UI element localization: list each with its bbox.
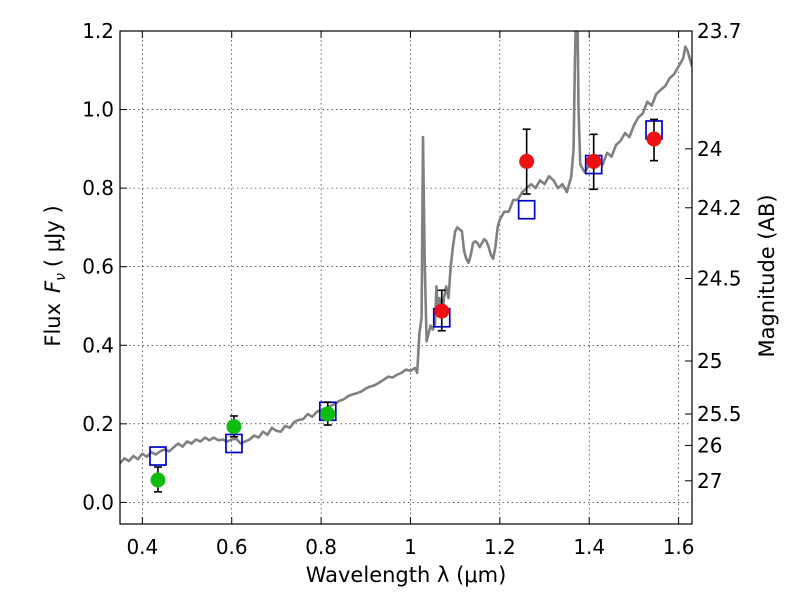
observed-point bbox=[150, 472, 166, 488]
plot-frame bbox=[119, 30, 693, 525]
y-axis-label-symbol: F bbox=[41, 280, 65, 293]
right-axis-label: Magnitude (AB) bbox=[755, 194, 779, 357]
right-tick-label: 26 bbox=[697, 433, 722, 457]
x-tick-label: 0.8 bbox=[305, 535, 337, 559]
observed-point bbox=[586, 153, 602, 169]
data-layer bbox=[120, 31, 692, 493]
y-axis-label-subscript: ν bbox=[53, 273, 69, 281]
x-tick-label: 0.4 bbox=[126, 535, 158, 559]
y-tick-label: 1.0 bbox=[82, 98, 114, 122]
right-tick-label: 24 bbox=[697, 137, 722, 161]
y-tick-label: 1.2 bbox=[82, 19, 114, 43]
x-tick-label: 1 bbox=[404, 535, 417, 559]
grid-lines bbox=[120, 31, 692, 524]
observed-point bbox=[320, 406, 336, 422]
right-tick-label: 23.7 bbox=[697, 19, 742, 43]
y-axis-label-prefix: Flux bbox=[41, 303, 65, 347]
axis-ticks: 0.4 0.6 0.8 1 1.2 1.4 1.6 0.0 0.2 0.4 0.6 0.8 1.0 1.2… bbox=[82, 19, 741, 559]
y-tick-label: 0.6 bbox=[82, 255, 114, 279]
y-tick-label: 0.0 bbox=[82, 490, 114, 514]
spectrum-line bbox=[120, 31, 692, 464]
y-tick-label: 0.8 bbox=[82, 176, 114, 200]
right-tick-label: 25 bbox=[697, 349, 722, 373]
observed-point bbox=[646, 131, 662, 147]
x-tick-label: 1.6 bbox=[663, 535, 695, 559]
x-axis-label: Wavelength λ (μm) bbox=[306, 563, 507, 587]
observed-point bbox=[226, 419, 242, 435]
right-tick-label: 25.5 bbox=[697, 402, 742, 426]
y-axis-label-units: ( μJy ) bbox=[41, 205, 65, 267]
y-tick-label: 0.2 bbox=[82, 412, 114, 436]
y-axis-label: Flux Fν ( μJy ) bbox=[41, 205, 69, 346]
right-tick-label: 27 bbox=[697, 469, 722, 493]
observed-point bbox=[434, 303, 450, 319]
x-tick-label: 1.2 bbox=[484, 535, 516, 559]
right-tick-label: 24.5 bbox=[697, 266, 742, 290]
right-tick-label: 24.2 bbox=[697, 196, 742, 220]
y-tick-label: 0.4 bbox=[82, 333, 114, 357]
model-square-marker bbox=[517, 199, 536, 220]
x-tick-label: 1.4 bbox=[573, 535, 605, 559]
observed-point bbox=[519, 153, 535, 169]
x-tick-label: 0.6 bbox=[216, 535, 248, 559]
model-square-marker bbox=[149, 446, 167, 466]
